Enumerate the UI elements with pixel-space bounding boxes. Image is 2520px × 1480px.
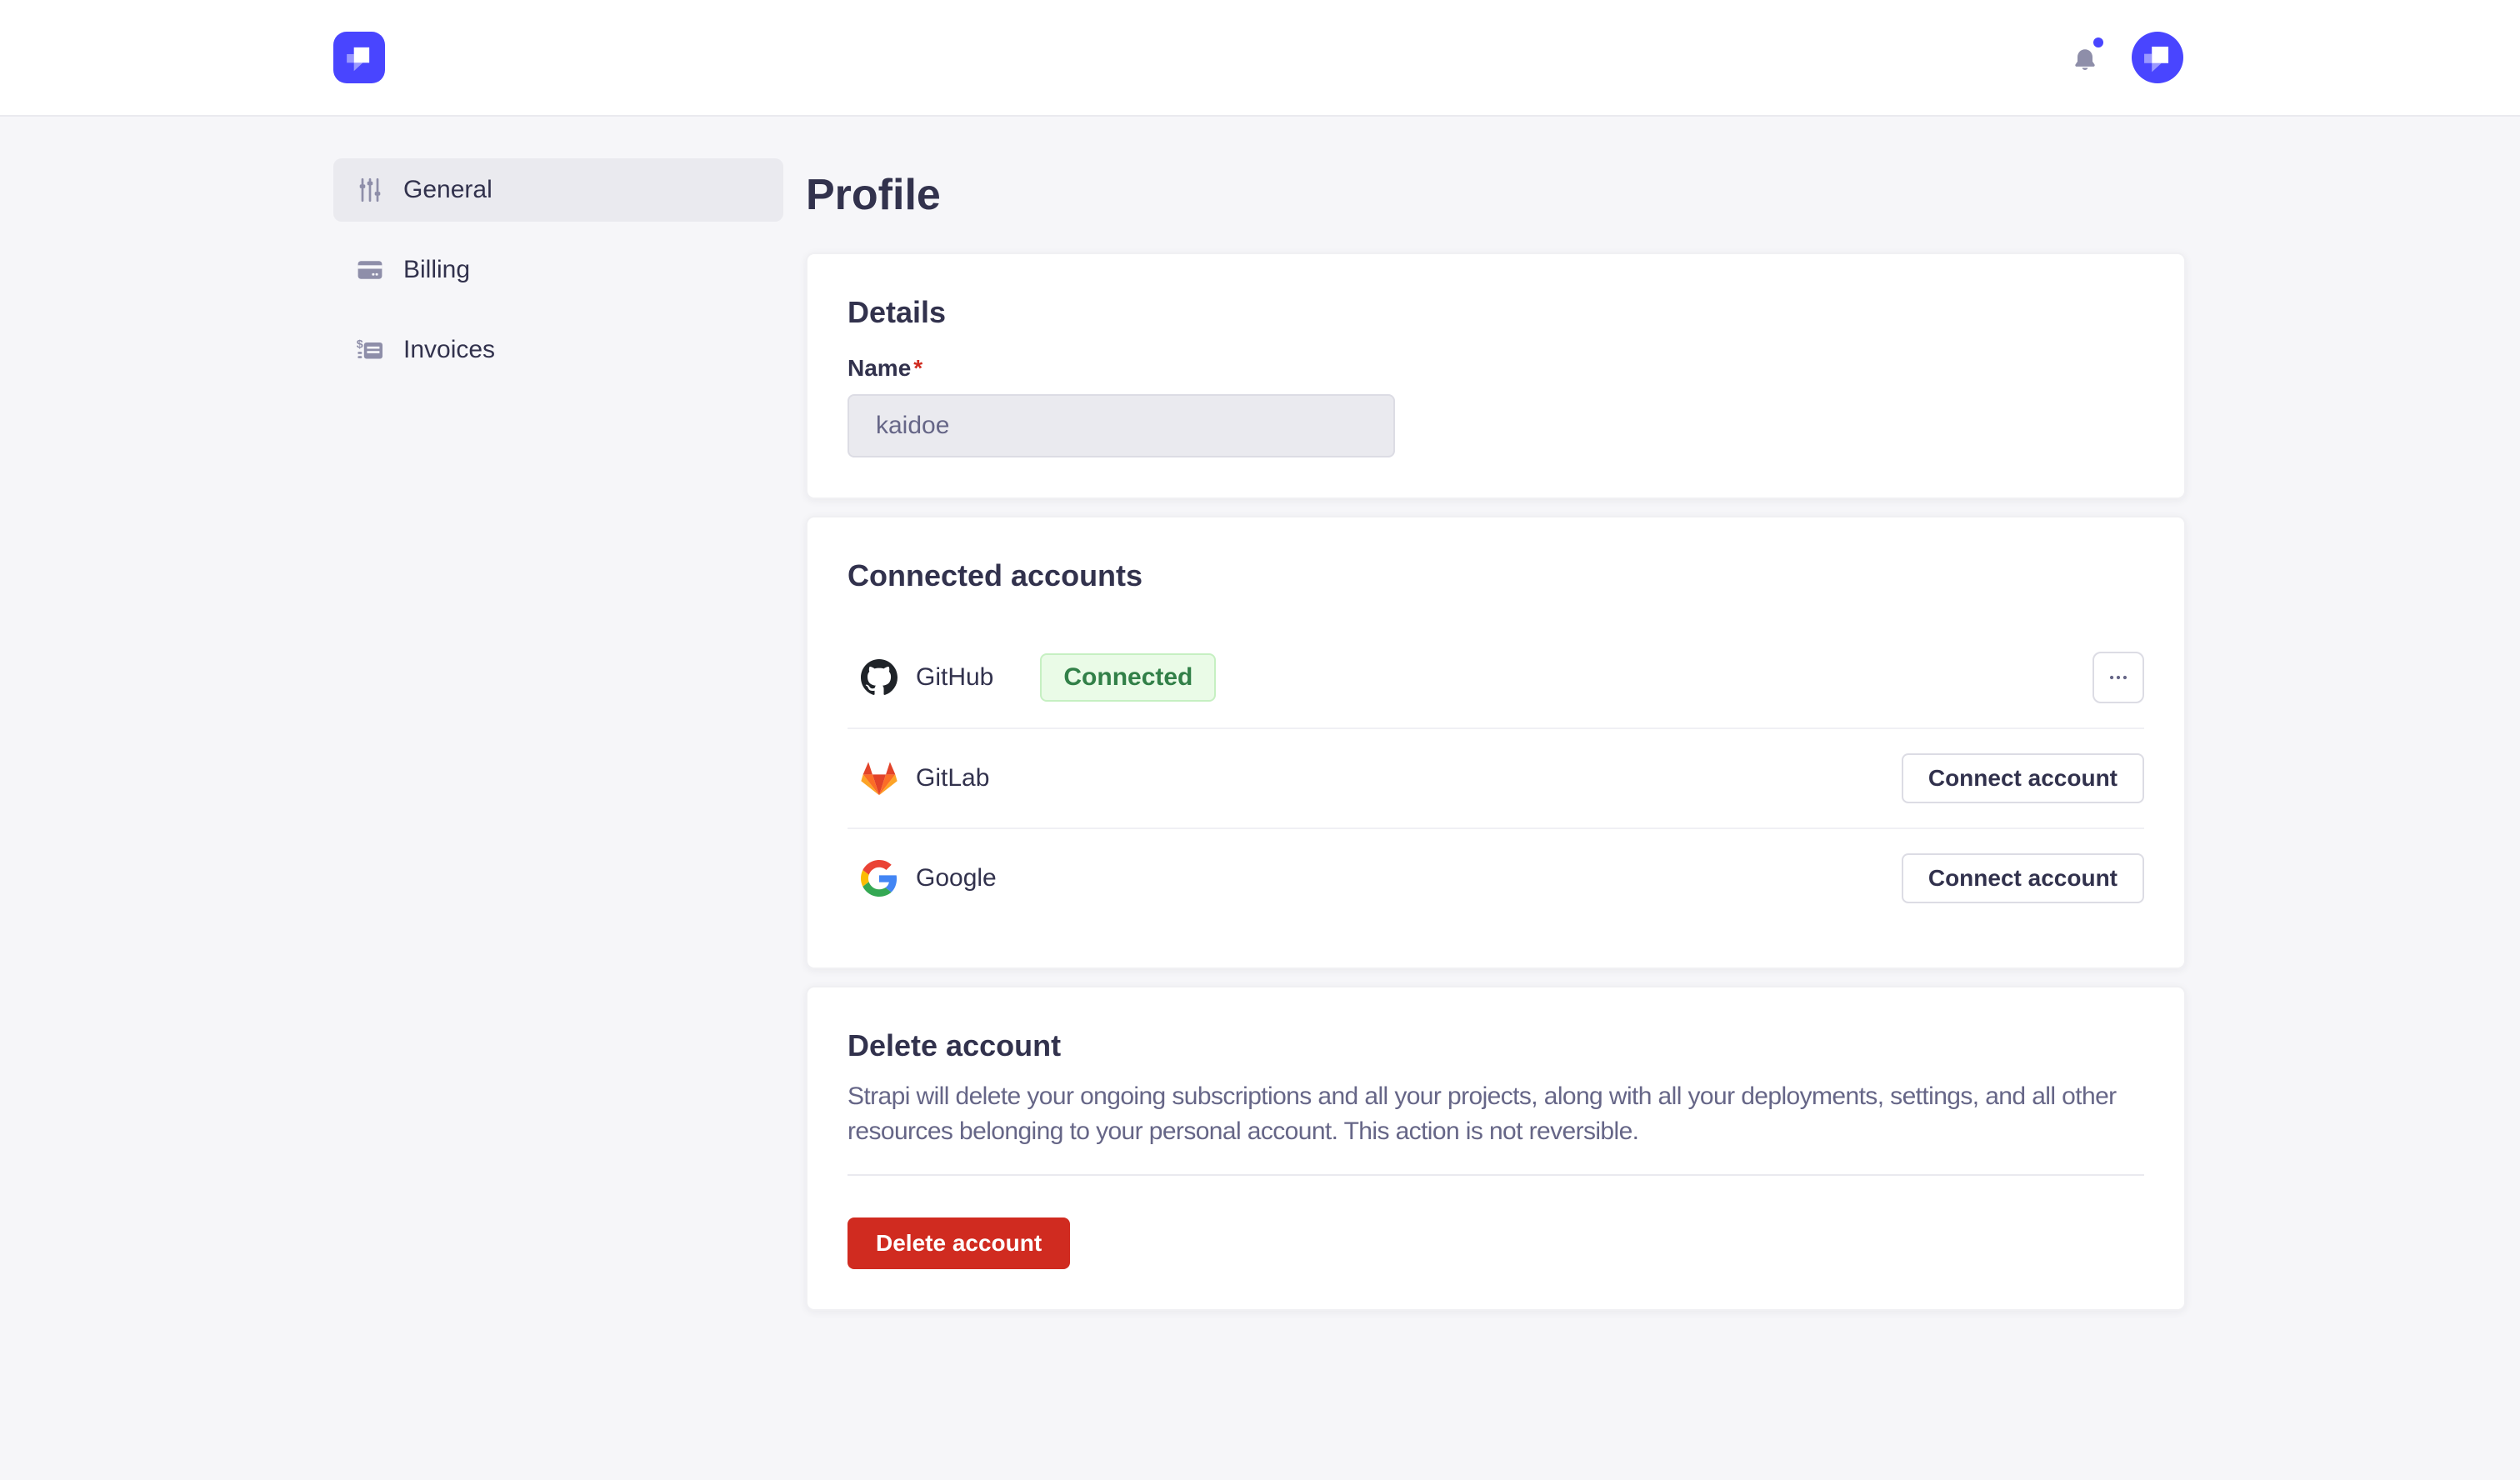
unread-dot [2093, 38, 2103, 48]
connected-accounts-title: Connected accounts [848, 558, 1143, 592]
account-name: GitHub [916, 663, 994, 691]
delete-account-card: Delete account Strapi will delete your o… [806, 986, 2186, 1311]
svg-text:$: $ [357, 338, 363, 352]
google-icon [861, 860, 898, 897]
topbar-actions [2067, 32, 2183, 83]
details-card: Details Name * [806, 252, 2186, 499]
top-bar [0, 0, 2520, 117]
sidebar-item-general[interactable]: General [333, 158, 783, 222]
account-row-google: Google Connect account [848, 828, 2144, 928]
connected-status-badge: Connected [1040, 653, 1217, 702]
divider [848, 1174, 2144, 1176]
sidebar-item-label: General [403, 176, 492, 203]
details-card-title: Details [848, 295, 947, 329]
notifications-button[interactable] [2067, 38, 2103, 76]
ellipsis-icon [2109, 675, 2128, 680]
name-input[interactable] [848, 394, 1395, 458]
delete-account-button[interactable]: Delete account [848, 1218, 1071, 1269]
account-name: GitLab [916, 764, 990, 792]
settings-sidebar: General Billing $ Invoices [333, 158, 783, 382]
name-field-label: Name * [848, 355, 923, 381]
account-name: Google [916, 864, 997, 892]
sidebar-item-billing[interactable]: Billing [333, 238, 783, 302]
account-row-github: GitHub Connected [848, 628, 2144, 728]
delete-account-title: Delete account [848, 1028, 1062, 1062]
gitlab-icon [861, 760, 898, 797]
account-row-gitlab: GitLab Connect account [848, 728, 2144, 828]
invoice-icon: $ [357, 338, 382, 359]
accounts-list: GitHub Connected [848, 628, 2144, 928]
bell-icon [2075, 49, 2095, 70]
page-title: Profile [806, 171, 941, 219]
connected-accounts-card: Connected accounts GitHub Connected [806, 516, 2186, 969]
strapi-logo-icon [347, 47, 370, 72]
github-icon [861, 659, 898, 696]
sidebar-item-invoices[interactable]: $ Invoices [333, 318, 783, 382]
sliders-icon [359, 178, 381, 202]
user-avatar[interactable] [2132, 32, 2183, 83]
credit-card-icon [358, 261, 382, 279]
strapi-avatar-icon [2144, 46, 2169, 72]
sidebar-item-label: Billing [403, 256, 471, 283]
gitlab-connect-account-button[interactable]: Connect account [1901, 753, 2144, 803]
github-more-actions-button[interactable] [2092, 652, 2144, 703]
required-asterisk: * [913, 355, 923, 381]
page-content: General Billing $ Invoices Profi [0, 117, 2520, 1328]
strapi-logo[interactable] [333, 32, 385, 83]
main-panel: Profile Details Name* Connected accounts… [806, 117, 2186, 1328]
google-connect-account-button[interactable]: Connect account [1901, 853, 2144, 903]
delete-account-description: Strapi will delete your ongoing subscrip… [848, 1082, 2117, 1145]
sidebar-item-label: Invoices [403, 336, 496, 363]
